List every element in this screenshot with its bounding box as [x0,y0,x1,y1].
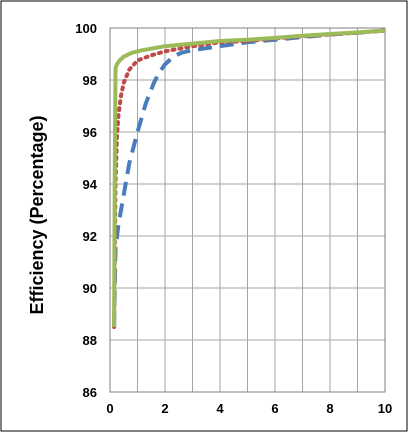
x-tick-label: 4 [216,401,224,416]
x-tick-label: 6 [271,401,278,416]
x-tick-labels: 0 2 4 6 8 10 [106,401,392,416]
y-tick-label: 98 [83,73,97,88]
y-tick-label: 94 [83,177,98,192]
y-tick-label: 100 [75,21,97,36]
y-tick-labels: 86 88 90 92 94 96 98 100 [75,21,97,400]
y-tick-label: 96 [83,125,97,140]
y-axis-title: Efficiency (Percentage) [27,115,47,314]
y-tick-label: 86 [83,385,97,400]
series-line-solid [112,28,386,328]
y-tick-label: 90 [83,281,97,296]
y-tick-label: 88 [83,333,97,348]
x-tick-label: 2 [161,401,168,416]
x-tick-label: 0 [106,401,113,416]
x-tick-label: 8 [326,401,333,416]
x-tick-label: 10 [378,401,392,416]
y-tick-label: 92 [83,229,97,244]
series-lines [112,28,387,329]
plot-area-border [109,27,386,393]
